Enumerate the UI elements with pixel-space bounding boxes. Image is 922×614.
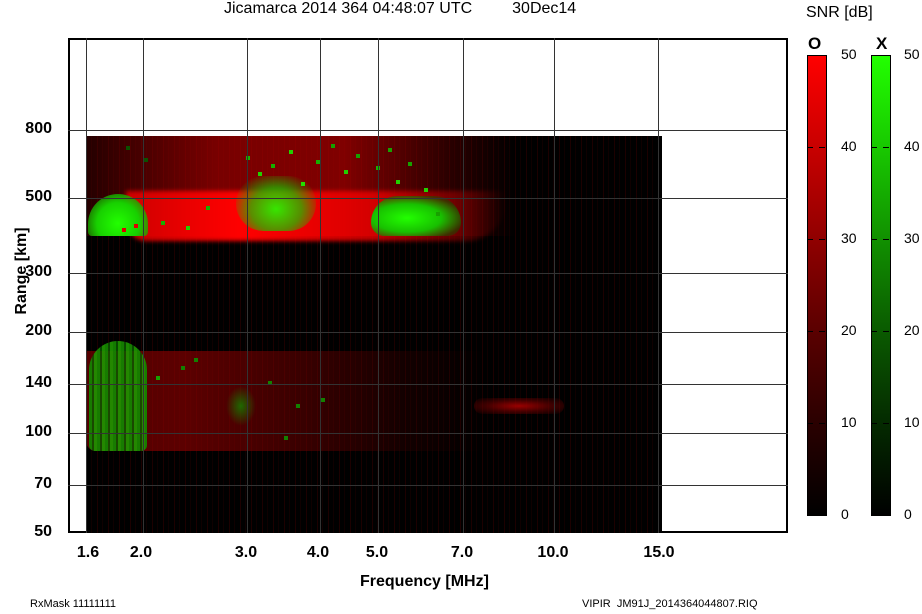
x-tick-label: 1.6 (76, 544, 100, 561)
grid-line-y-500 (68, 198, 788, 199)
colorbar-o-tick: 0 (841, 506, 849, 522)
y-tick-label: 300 (25, 263, 52, 280)
x-tick-label: 5.0 (365, 544, 389, 561)
colorbar-title: SNR [dB] (806, 4, 873, 21)
y-tick-label: 140 (25, 374, 52, 391)
colorbar-tick-mark (807, 239, 827, 240)
x-tick-label: 15.0 (643, 544, 675, 561)
title-date: 30Dec14 (512, 0, 577, 17)
y-tick-label: 100 (25, 423, 52, 440)
colorbar-o-label: O (808, 34, 822, 53)
y-tick-label: 800 (25, 120, 52, 137)
x-tick-label: 7.0 (450, 544, 474, 561)
grid-line-y-300 (68, 273, 788, 274)
colorbar-o-mode (807, 55, 827, 516)
colorbar-x-tick: 10 (904, 414, 920, 430)
x-tick-label: 10.0 (537, 544, 569, 561)
grid-line-x-2.0 (143, 38, 144, 533)
x-tick-label: 4.0 (306, 544, 330, 561)
colorbar-o-tick: 10 (841, 414, 857, 430)
x-tick-label: 2.0 (129, 544, 153, 561)
y-tick-label: 500 (25, 188, 52, 205)
rxmask-label: RxMask 11111111 (30, 598, 117, 610)
colorbar-x-tick: 40 (904, 138, 920, 154)
colorbar-tick-mark (871, 239, 891, 240)
colorbar-x-tick: 0 (904, 506, 912, 522)
colorbar-o-tick: 50 (841, 46, 857, 62)
colorbar-x-tick: 50 (904, 46, 920, 62)
colorbar-tick-mark (871, 331, 891, 332)
chart-title: Jicamarca 2014 364 04:48:07 UTC 30Dec14 (224, 0, 576, 18)
colorbar-x-tick: 20 (904, 322, 920, 338)
colorbar-tick-mark (807, 147, 827, 148)
y-tick-label: 70 (34, 475, 52, 492)
colorbar-x-tick: 30 (904, 230, 920, 246)
title-station-time: Jicamarca 2014 364 04:48:07 UTC (224, 0, 473, 17)
y-axis-label: Range [km] (13, 227, 30, 315)
grid-line-y-140 (68, 384, 788, 385)
y-tick-label: 200 (25, 322, 52, 339)
colorbar-tick-mark (807, 331, 827, 332)
colorbar-tick-mark (871, 423, 891, 424)
colorbar-tick-mark (807, 423, 827, 424)
filename-label: VIPIR JM91J_2014364044807.RIQ (582, 598, 758, 610)
y-tick-label: 50 (34, 523, 52, 540)
grid-line-x-10.0 (554, 38, 555, 533)
grid-line-y-800 (68, 130, 788, 131)
grid-line-x-15.0 (658, 38, 659, 533)
colorbar-tick-mark (871, 147, 891, 148)
ionogram-heatmap (86, 136, 662, 533)
colorbar-x-label: X (876, 34, 888, 53)
colorbar-o-tick: 30 (841, 230, 857, 246)
grid-line-y-70 (68, 485, 788, 486)
grid-line-y-200 (68, 332, 788, 333)
grid-line-x-1.6 (86, 38, 87, 533)
grid-line-x-3.0 (247, 38, 248, 533)
colorbar-o-tick: 20 (841, 322, 857, 338)
x-tick-label: 3.0 (234, 544, 258, 561)
x-axis-label: Frequency [MHz] (360, 573, 489, 590)
grid-line-x-5.0 (378, 38, 379, 533)
grid-line-x-4.0 (320, 38, 321, 533)
colorbar-x-mode (871, 55, 891, 516)
grid-line-x-7.0 (463, 38, 464, 533)
grid-line-y-100 (68, 433, 788, 434)
colorbar-o-tick: 40 (841, 138, 857, 154)
